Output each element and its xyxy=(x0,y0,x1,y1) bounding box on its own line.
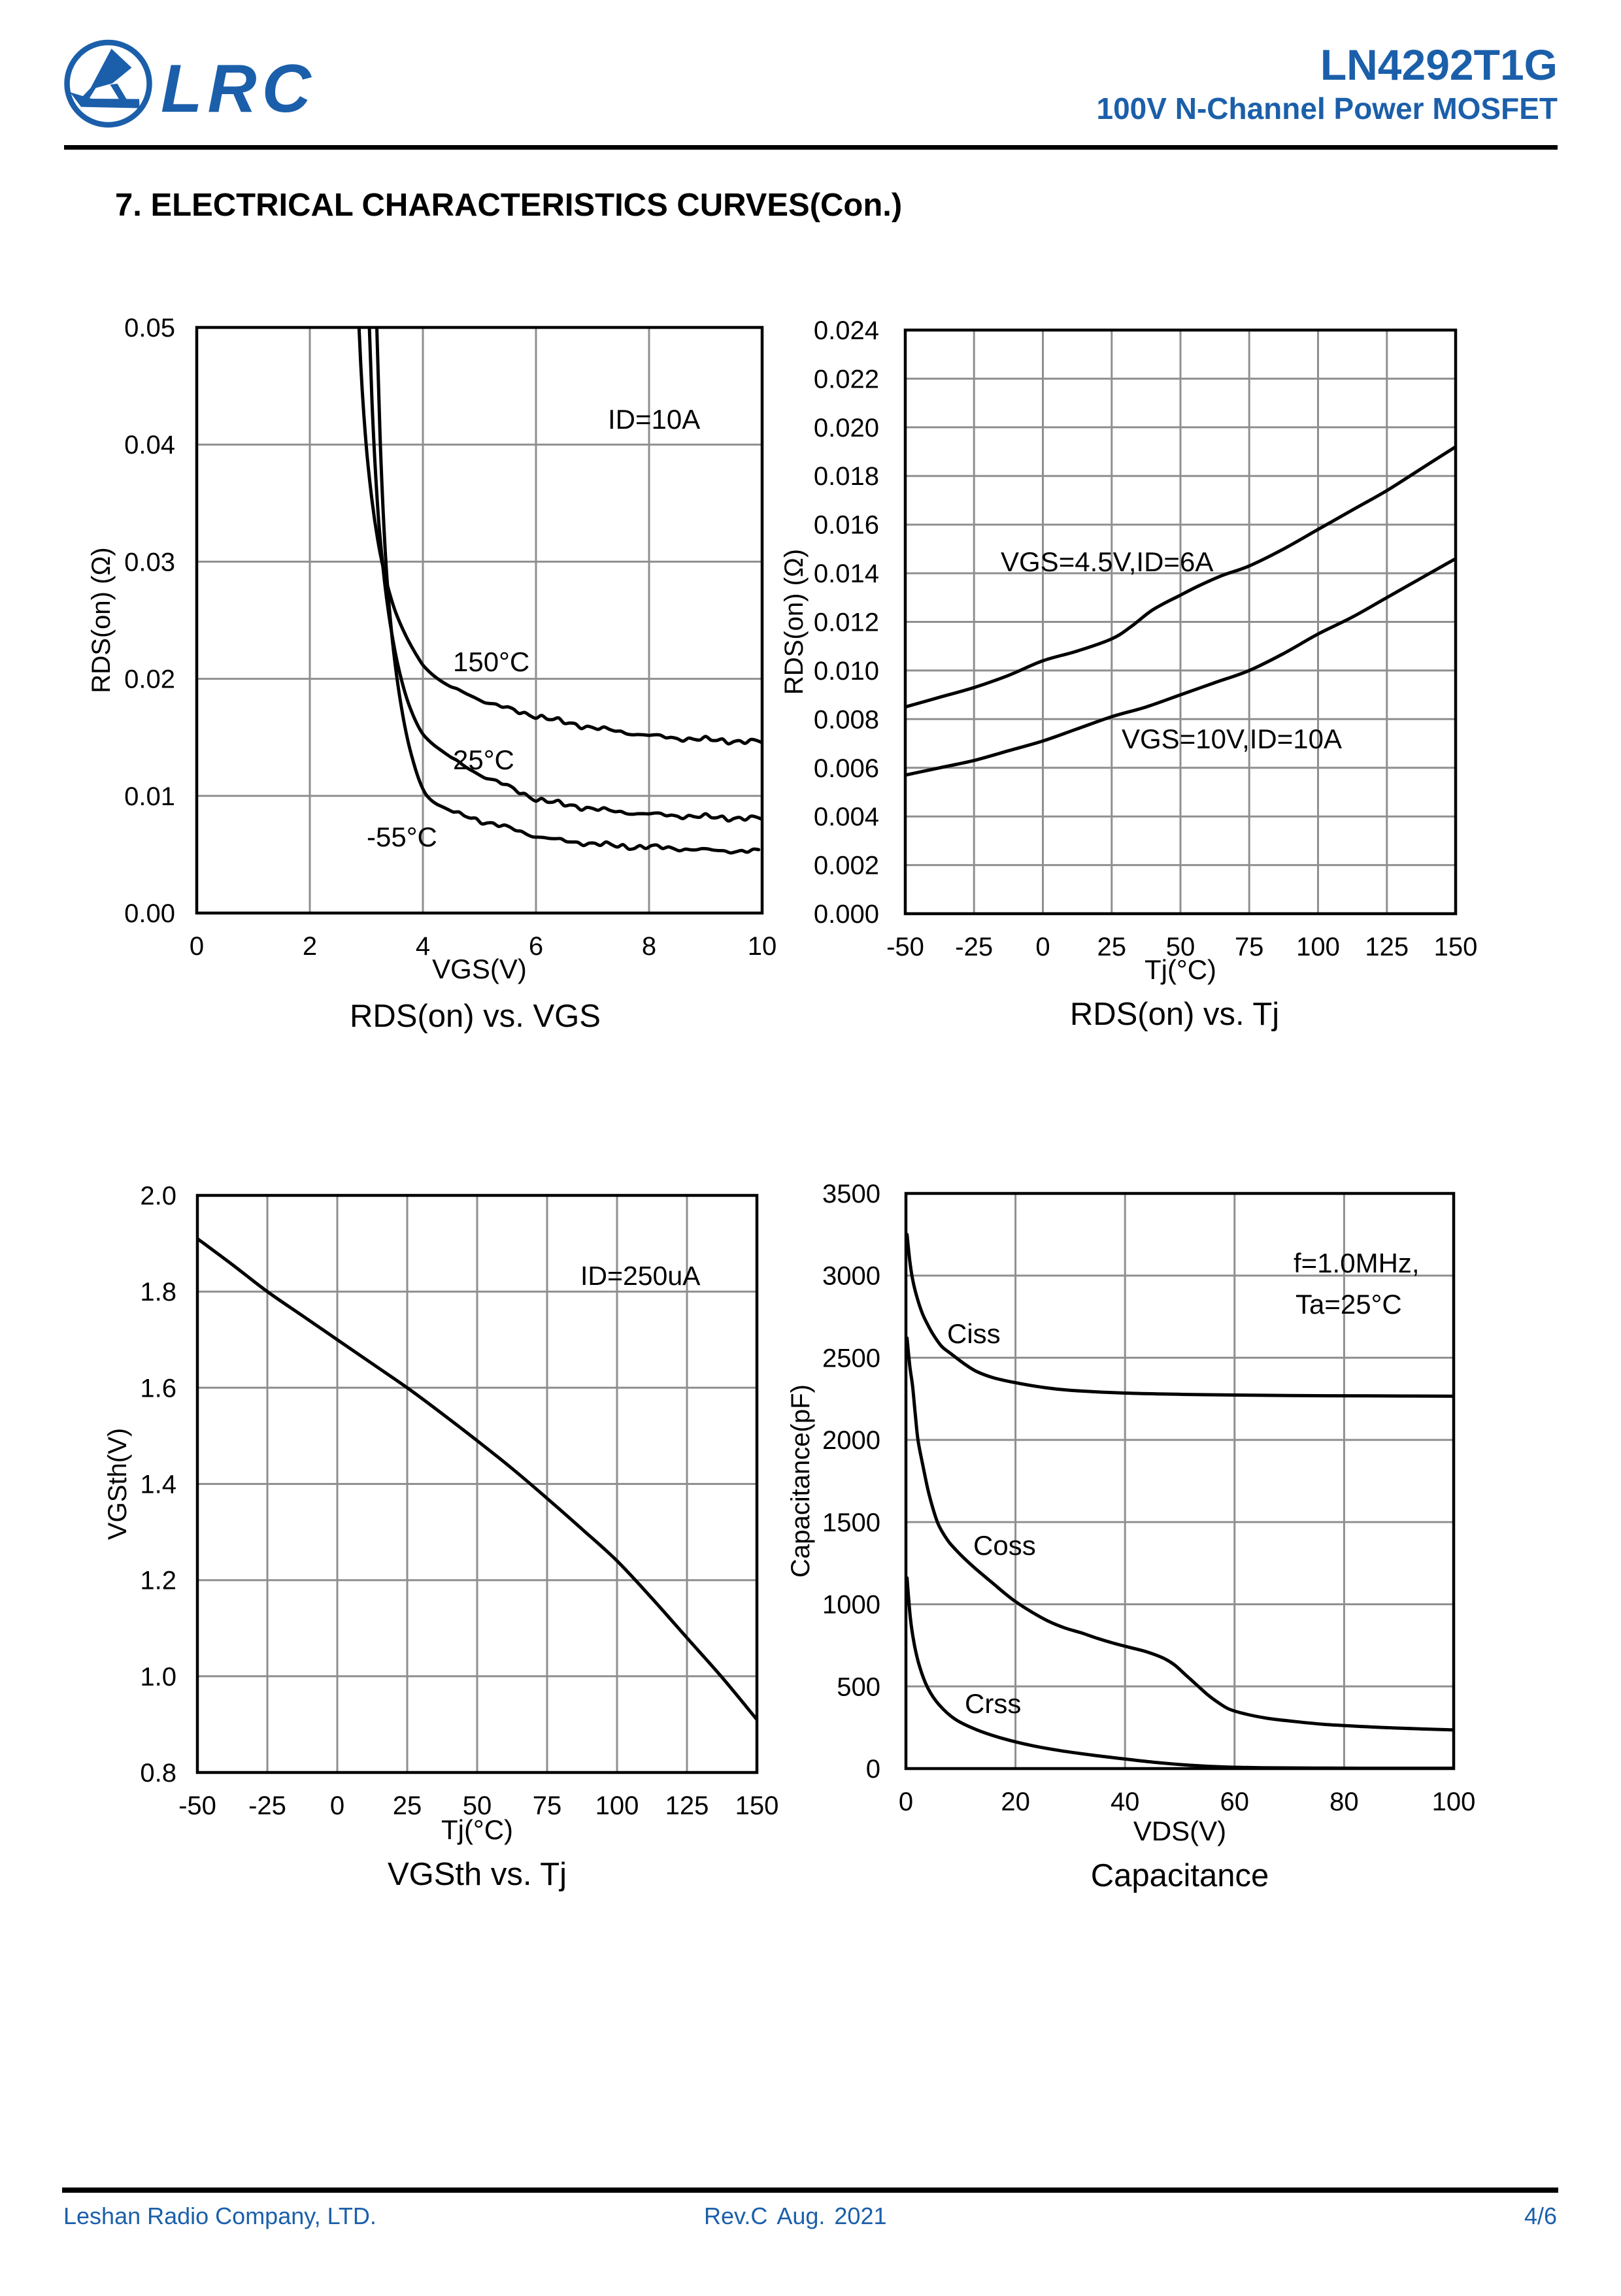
svg-text:40: 40 xyxy=(1111,1788,1140,1816)
svg-text:500: 500 xyxy=(837,1672,880,1701)
svg-text:1000: 1000 xyxy=(822,1591,880,1620)
svg-text:-55°C: -55°C xyxy=(367,822,437,852)
svg-text:0.004: 0.004 xyxy=(814,803,879,831)
svg-text:Tj(°C): Tj(°C) xyxy=(1145,954,1216,985)
svg-text:0.03: 0.03 xyxy=(124,548,175,576)
svg-text:Ta=25°C: Ta=25°C xyxy=(1295,1289,1402,1320)
svg-text:2500: 2500 xyxy=(822,1344,880,1373)
svg-text:75: 75 xyxy=(533,1791,562,1820)
svg-text:1.6: 1.6 xyxy=(140,1374,176,1403)
svg-text:0: 0 xyxy=(1035,933,1050,961)
svg-text:4: 4 xyxy=(416,932,430,961)
svg-text:150: 150 xyxy=(735,1791,779,1820)
svg-text:3000: 3000 xyxy=(822,1262,880,1291)
svg-text:-50: -50 xyxy=(886,933,924,961)
svg-text:50: 50 xyxy=(1166,933,1195,961)
svg-text:0.014: 0.014 xyxy=(814,559,879,588)
svg-text:VGS=10V,ID=10A: VGS=10V,ID=10A xyxy=(1122,724,1342,754)
svg-text:50: 50 xyxy=(463,1791,492,1820)
svg-text:VGSth(V): VGSth(V) xyxy=(103,1428,132,1540)
svg-text:1.0: 1.0 xyxy=(140,1663,176,1691)
svg-text:Rev.C Aug. 2021: Rev.C Aug. 2021 xyxy=(704,2203,887,2229)
svg-text:1.8: 1.8 xyxy=(140,1278,176,1306)
svg-text:0: 0 xyxy=(190,932,204,961)
svg-text:RDS(on) (Ω): RDS(on) (Ω) xyxy=(780,549,809,695)
svg-text:0.008: 0.008 xyxy=(814,705,879,734)
svg-text:0.024: 0.024 xyxy=(814,316,879,345)
svg-text:RDS(on) vs. VGS: RDS(on) vs. VGS xyxy=(350,999,601,1034)
svg-text:-50: -50 xyxy=(178,1791,216,1820)
svg-text:ID=250uA: ID=250uA xyxy=(580,1261,701,1291)
svg-text:1.4: 1.4 xyxy=(140,1471,176,1499)
svg-text:150°C: 150°C xyxy=(453,646,529,677)
svg-text:0: 0 xyxy=(330,1791,344,1820)
svg-text:RDS(on) (Ω): RDS(on) (Ω) xyxy=(87,547,116,693)
svg-text:60: 60 xyxy=(1220,1788,1250,1816)
svg-text:0.010: 0.010 xyxy=(814,657,879,686)
svg-text:0.8: 0.8 xyxy=(140,1759,176,1788)
svg-text:-25: -25 xyxy=(248,1791,286,1820)
svg-text:2: 2 xyxy=(303,932,317,961)
svg-text:150: 150 xyxy=(1434,933,1478,961)
svg-text:0: 0 xyxy=(866,1755,880,1784)
svg-text:80: 80 xyxy=(1329,1788,1359,1816)
svg-text:0.020: 0.020 xyxy=(814,414,879,442)
svg-text:1500: 1500 xyxy=(822,1508,880,1537)
svg-text:VGSth vs. Tj: VGSth vs. Tj xyxy=(388,1857,567,1892)
svg-text:0.002: 0.002 xyxy=(814,852,879,880)
svg-text:LRC: LRC xyxy=(161,51,316,127)
svg-text:0.006: 0.006 xyxy=(814,754,879,783)
svg-text:0.018: 0.018 xyxy=(814,462,879,491)
svg-text:3500: 3500 xyxy=(822,1180,880,1208)
svg-text:100V N-Channel Power MOSFET: 100V N-Channel Power MOSFET xyxy=(1097,92,1558,125)
svg-text:100: 100 xyxy=(595,1791,639,1820)
svg-text:0.000: 0.000 xyxy=(814,900,879,929)
svg-text:VGS=4.5V,ID=6A: VGS=4.5V,ID=6A xyxy=(1001,546,1213,577)
svg-text:4/6: 4/6 xyxy=(1524,2203,1557,2229)
svg-text:1.2: 1.2 xyxy=(140,1567,176,1595)
svg-text:25: 25 xyxy=(1097,933,1127,961)
svg-text:0.04: 0.04 xyxy=(124,431,175,459)
svg-text:LN4292T1G: LN4292T1G xyxy=(1320,41,1558,89)
svg-text:6: 6 xyxy=(529,932,543,961)
svg-text:7. ELECTRICAL CHARACTERISTICS: 7. ELECTRICAL CHARACTERISTICS CURVES(Con… xyxy=(115,188,902,223)
svg-text:Ciss: Ciss xyxy=(947,1318,1001,1349)
svg-text:Leshan Radio Company, LTD.: Leshan Radio Company, LTD. xyxy=(63,2203,376,2229)
svg-text:0.012: 0.012 xyxy=(814,608,879,637)
svg-text:ID=10A: ID=10A xyxy=(608,404,700,435)
svg-text:Capacitance: Capacitance xyxy=(1091,1858,1269,1893)
svg-text:20: 20 xyxy=(1001,1788,1030,1816)
svg-text:0: 0 xyxy=(899,1788,913,1816)
svg-text:Crss: Crss xyxy=(965,1688,1021,1719)
svg-text:10: 10 xyxy=(748,932,777,961)
svg-text:8: 8 xyxy=(642,932,656,961)
svg-text:f=1.0MHz,: f=1.0MHz, xyxy=(1294,1248,1420,1278)
svg-text:0.01: 0.01 xyxy=(124,782,175,811)
svg-text:100: 100 xyxy=(1296,933,1340,961)
svg-text:125: 125 xyxy=(665,1791,709,1820)
svg-text:100: 100 xyxy=(1432,1788,1476,1816)
svg-text:2.0: 2.0 xyxy=(140,1182,176,1210)
svg-text:VGS(V): VGS(V) xyxy=(432,954,527,984)
svg-text:VDS(V): VDS(V) xyxy=(1133,1816,1226,1846)
svg-text:2000: 2000 xyxy=(822,1426,880,1455)
svg-text:75: 75 xyxy=(1235,933,1264,961)
svg-text:0.00: 0.00 xyxy=(124,899,175,928)
svg-text:0.05: 0.05 xyxy=(124,314,175,342)
svg-text:125: 125 xyxy=(1365,933,1409,961)
svg-text:0.016: 0.016 xyxy=(814,511,879,540)
svg-text:Coss: Coss xyxy=(973,1530,1036,1561)
svg-text:0.02: 0.02 xyxy=(124,665,175,694)
svg-text:Tj(°C): Tj(°C) xyxy=(441,1814,513,1845)
svg-text:-25: -25 xyxy=(955,933,993,961)
svg-text:0.022: 0.022 xyxy=(814,365,879,393)
svg-text:Capacitance(pF): Capacitance(pF) xyxy=(786,1384,815,1578)
svg-text:25°C: 25°C xyxy=(453,744,514,775)
svg-text:RDS(on) vs. Tj: RDS(on) vs. Tj xyxy=(1070,997,1279,1032)
svg-text:25: 25 xyxy=(393,1791,422,1820)
